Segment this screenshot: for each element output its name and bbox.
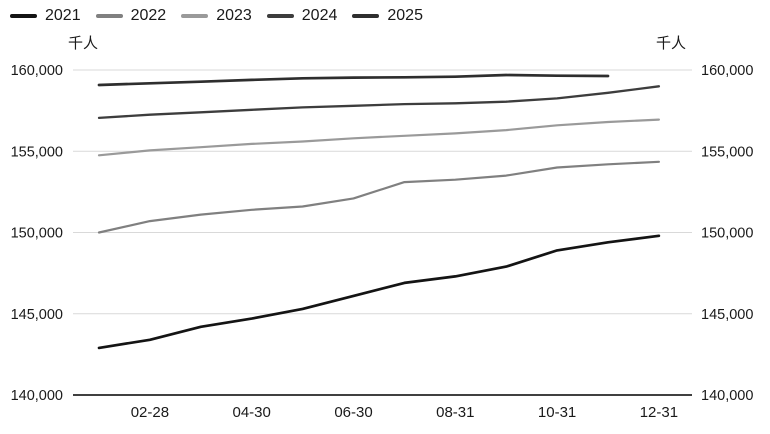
- legend-label: 2021: [45, 7, 81, 24]
- y-axis-unit-right: 千人: [655, 35, 686, 52]
- series-line-2022: [97, 160, 661, 234]
- y-tick-label-left: 150,000: [11, 226, 63, 242]
- legend-item-2021: 2021: [10, 6, 81, 26]
- legend-label: 2024: [301, 7, 338, 24]
- series-line-2024: [97, 85, 661, 120]
- y-tick-label-left: 145,000: [11, 307, 63, 323]
- x-tick-label: 04-30: [233, 404, 271, 421]
- x-tick-label: 06-30: [334, 404, 372, 421]
- legend-label: 2023: [216, 7, 252, 24]
- y-tick-label-left: 155,000: [11, 144, 63, 160]
- legend-item-2022: 2022: [95, 6, 167, 26]
- y-axis-unit-left: 千人: [68, 35, 99, 52]
- x-tick-label: 08-31: [436, 404, 474, 421]
- y-tick-label-right: 140,000: [701, 388, 753, 404]
- y-tick-label-left: 140,000: [11, 388, 63, 404]
- x-tick-label: 02-28: [131, 404, 169, 421]
- legend-label: 2025: [387, 7, 423, 24]
- series-line-2025: [97, 73, 610, 87]
- y-tick-label-right: 155,000: [701, 144, 753, 160]
- legend-item-2025: 2025: [352, 6, 423, 26]
- legend-swatch-icon: [95, 14, 123, 18]
- y-tick-label-left: 160,000: [11, 63, 63, 79]
- x-tick-label: 10-31: [538, 404, 576, 421]
- legend-label: 2022: [130, 7, 167, 24]
- legend-swatch-icon: [266, 14, 294, 18]
- series-line-2021: [97, 234, 661, 350]
- chart-legend: 2021 2022 2023 2024 2025: [10, 6, 438, 26]
- y-tick-label-right: 145,000: [701, 307, 753, 323]
- y-tick-label-right: 160,000: [701, 63, 753, 79]
- legend-swatch-icon: [181, 14, 209, 18]
- series-line-2023: [97, 118, 661, 157]
- legend-swatch-icon: [10, 14, 37, 18]
- legend-item-2024: 2024: [266, 6, 338, 26]
- legend-swatch-icon: [352, 14, 380, 18]
- legend-item-2023: 2023: [181, 6, 252, 26]
- x-tick-label: 12-31: [640, 404, 678, 421]
- y-tick-label-right: 150,000: [701, 226, 753, 242]
